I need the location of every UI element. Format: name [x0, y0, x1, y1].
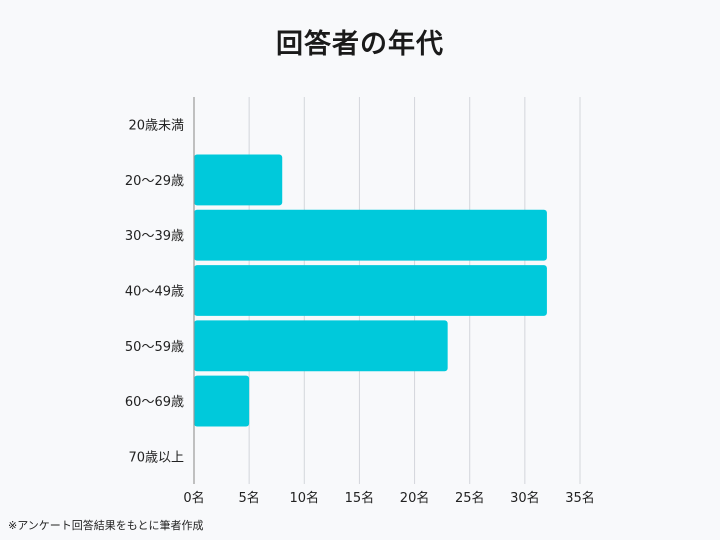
x-tick-label: 10名 — [290, 490, 320, 506]
x-tick-label: 15名 — [345, 490, 375, 506]
footnote: ※アンケート回答結果をもとに筆者作成 — [8, 519, 204, 532]
x-tick-label: 35名 — [565, 490, 595, 506]
category-label: 50～59歳 — [125, 340, 184, 355]
bar — [194, 209, 547, 261]
x-tick-label: 30名 — [510, 490, 540, 506]
x-tick-label: 0名 — [183, 490, 204, 506]
category-label: 60～69歳 — [125, 395, 184, 410]
bar — [194, 375, 250, 427]
category-label: 40～49歳 — [125, 285, 184, 300]
category-label: 70歳以上 — [128, 450, 184, 465]
category-label: 20歳未満 — [128, 119, 184, 134]
bar — [194, 154, 283, 206]
x-tick-label: 25名 — [455, 490, 485, 506]
category-label: 20～29歳 — [125, 174, 184, 189]
bar — [194, 265, 547, 316]
chart-title: 回答者の年代 — [276, 29, 444, 60]
x-tick-label: 5名 — [239, 490, 260, 506]
x-tick-label: 20名 — [400, 490, 430, 506]
bar — [194, 320, 448, 372]
category-label: 30～39歳 — [125, 229, 184, 244]
